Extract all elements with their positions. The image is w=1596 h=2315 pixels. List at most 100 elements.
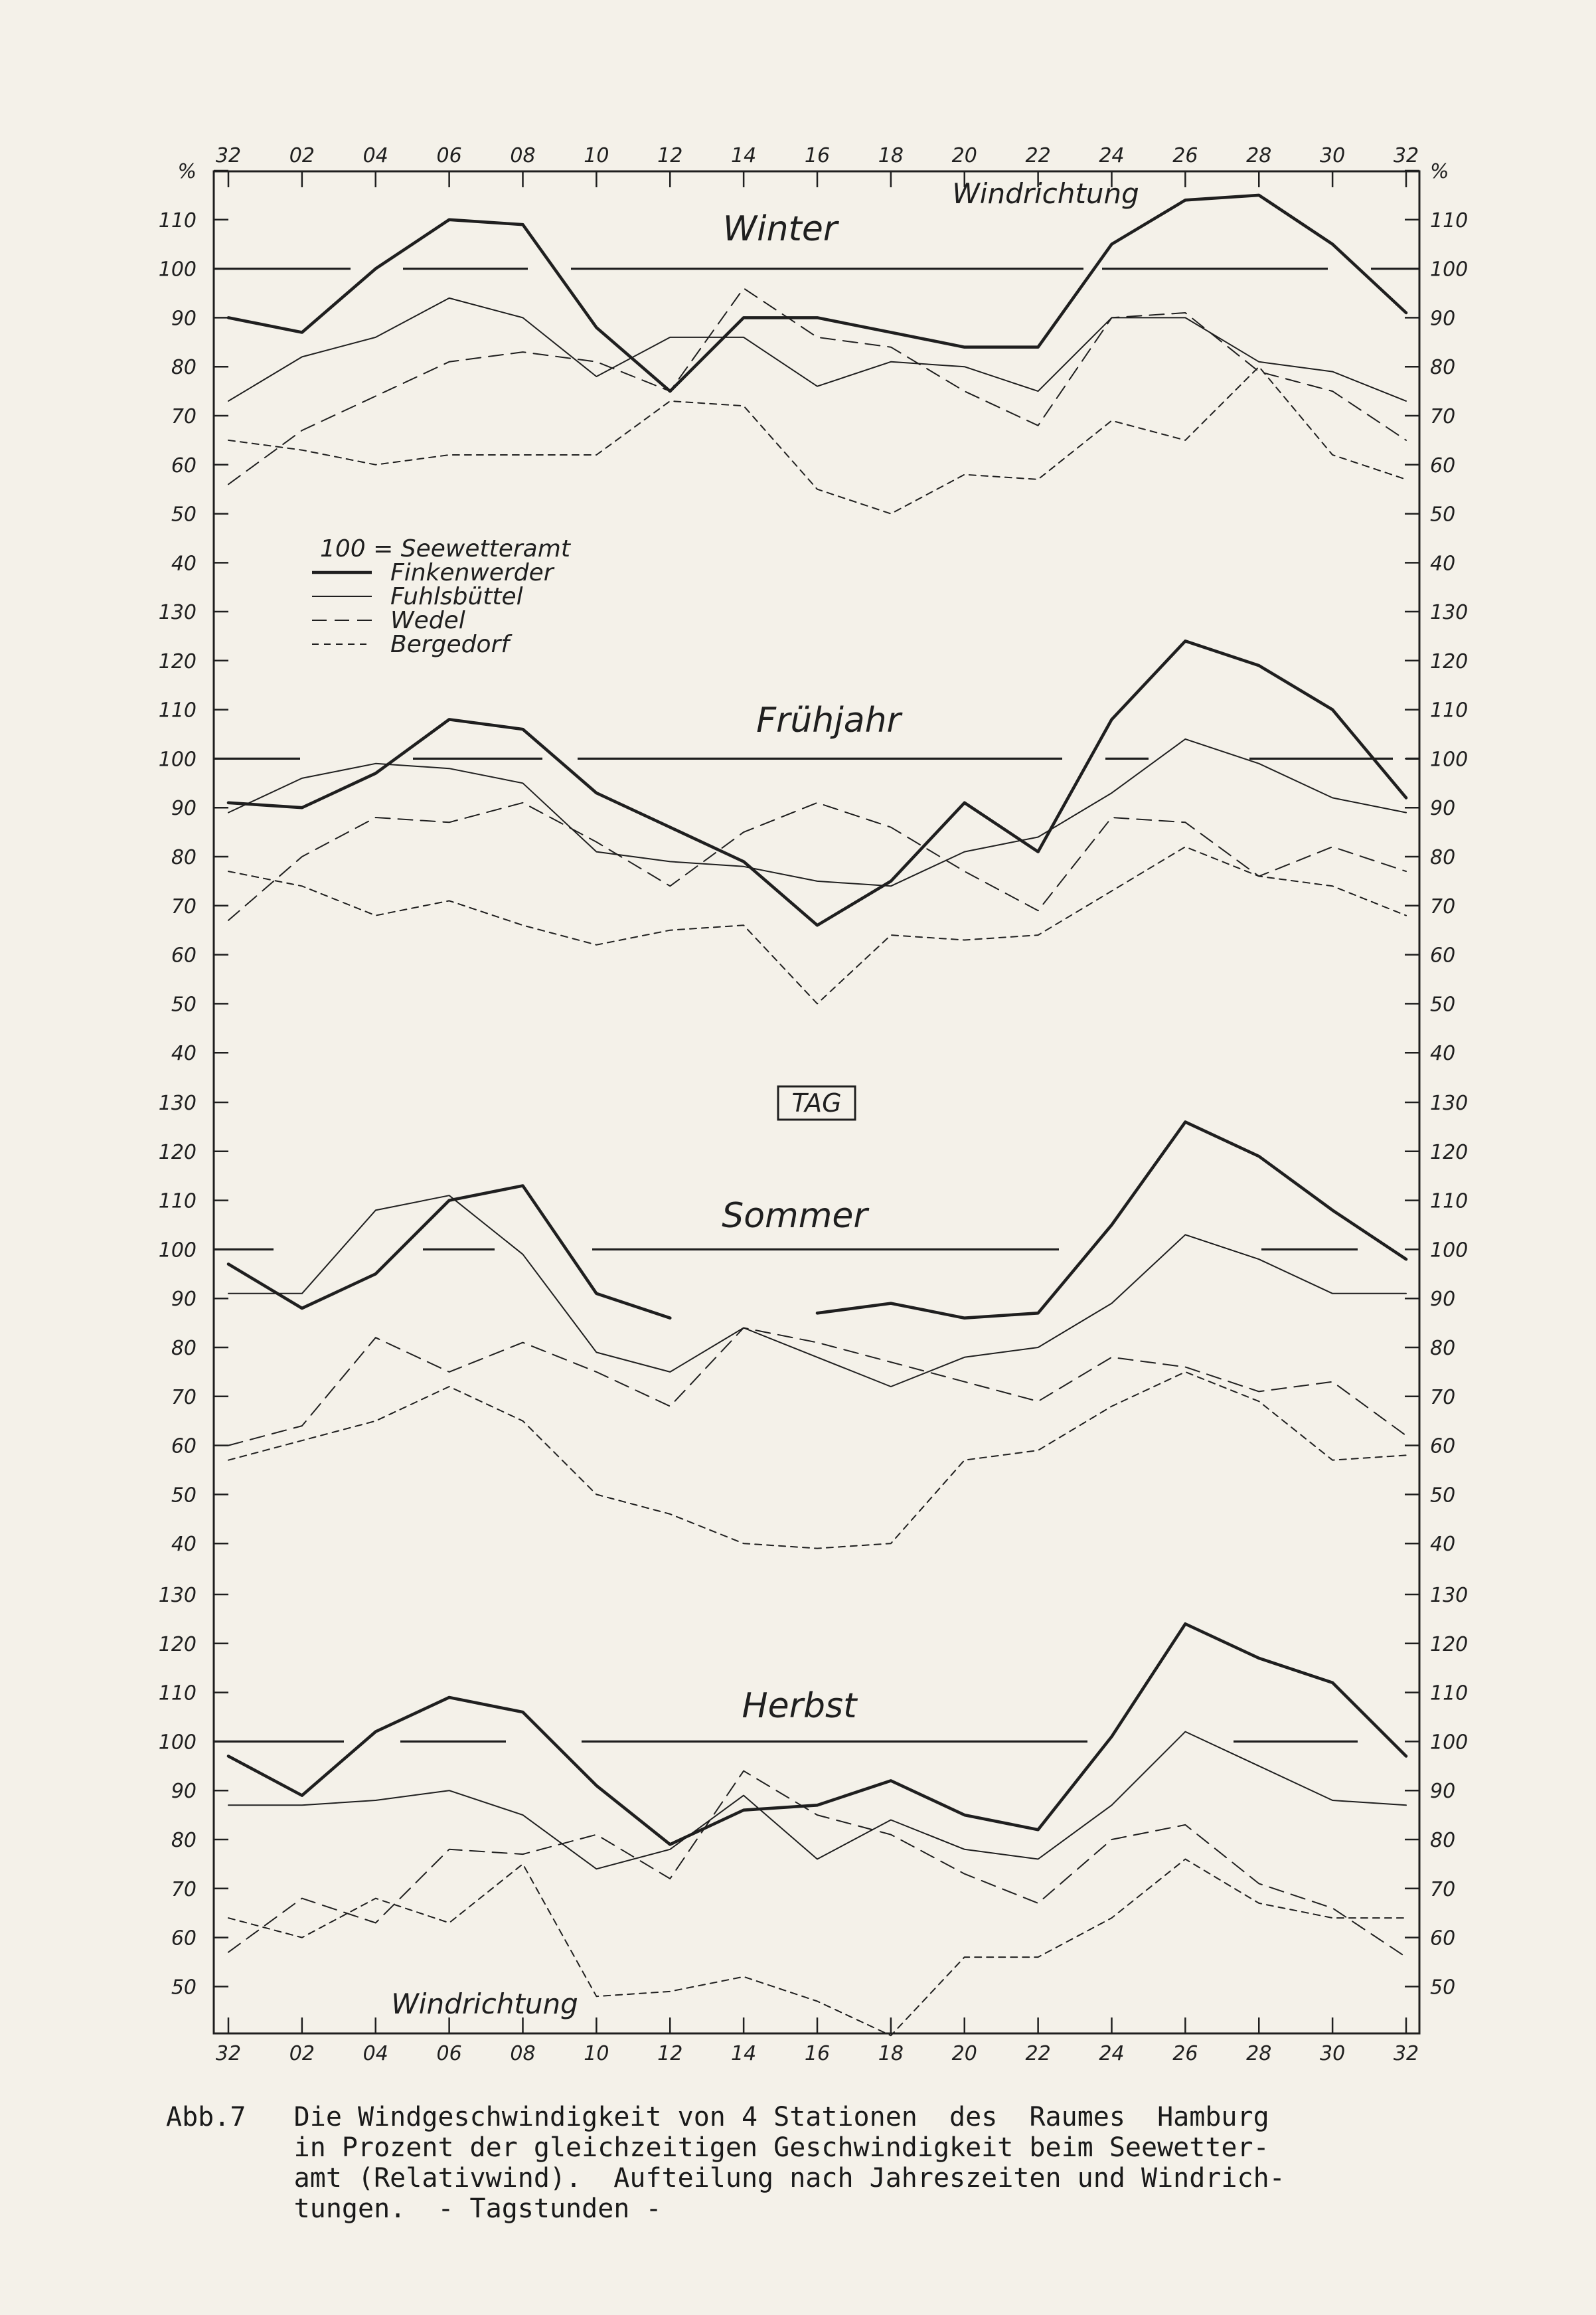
- y-right-tick-label: 40: [1430, 552, 1455, 575]
- y-right-tick-label: 120: [1430, 1633, 1468, 1656]
- y-left-tick-label: 120: [159, 650, 197, 673]
- x-top-axis-title: Windrichtung: [952, 177, 1139, 210]
- series-line-sommer-bergedorf: [228, 1371, 1407, 1549]
- series-line-fruehjahr-bergedorf: [228, 846, 1407, 1005]
- caption-line-1: Die Windgeschwindigkeit von 4 Stationen …: [293, 2102, 1269, 2132]
- x-top-tick-label: 06: [437, 144, 462, 167]
- y-left-tick-label: 90: [171, 797, 197, 820]
- y-left-tick-label: 110: [159, 1190, 197, 1213]
- legend-reference: 100 = Seewetteramt: [320, 535, 572, 562]
- y-right-tick-label: 120: [1430, 650, 1468, 673]
- y-left-tick-label: 60: [171, 944, 197, 968]
- y-right-tick-label: 70: [1430, 1386, 1455, 1409]
- x-bottom-tick-label: 24: [1099, 2042, 1124, 2065]
- x-bottom-tick-label: 28: [1246, 2042, 1271, 2065]
- x-top-tick-label: 02: [289, 144, 315, 167]
- y-right-tick-label: %: [1430, 160, 1449, 183]
- y-right-tick-label: 90: [1430, 1780, 1455, 1803]
- x-bottom-tick-label: 26: [1172, 2042, 1198, 2065]
- reference-lines: [214, 268, 1419, 1743]
- series-line-winter-finkenwerder: [226, 193, 1408, 393]
- x-bottom-tick-label: 06: [437, 2042, 462, 2065]
- series-line-fruehjahr-finkenwerder: [226, 640, 1408, 927]
- legend: 100 = Seewetteramt Finkenwerder Fuhlsbüt…: [312, 535, 572, 658]
- x-bottom-tick-label: 16: [805, 2042, 830, 2065]
- y-left-tick-label: 90: [171, 1780, 197, 1803]
- panel-title-sommer: Sommer: [722, 1196, 870, 1236]
- tag-box-frame: [777, 1085, 856, 1121]
- series-line-sommer-finkenwerder: [226, 1120, 1408, 1320]
- x-bottom-tick-label: 14: [731, 2042, 756, 2065]
- series-lines: [226, 193, 1408, 2037]
- y-left-tick-label: 50: [171, 1484, 197, 1507]
- x-top-tick-label: 20: [952, 144, 977, 167]
- tag-box: TAG: [777, 1085, 856, 1121]
- y-right-tick-label: 80: [1430, 1337, 1455, 1360]
- x-top-tick-label: 14: [731, 144, 756, 167]
- chart-frame: [212, 169, 1421, 2035]
- y-right-tick-label: 90: [1430, 307, 1455, 330]
- y-left-tick-label: 110: [159, 209, 197, 232]
- y-left-tick-label: 90: [171, 307, 197, 330]
- panel-title-fruehjahr: Frühjahr: [756, 701, 903, 740]
- y-left-tick-label: 50: [171, 993, 197, 1016]
- y-right-tick-label: 90: [1430, 1288, 1455, 1311]
- series-line-fruehjahr-wedel: [228, 802, 1407, 921]
- y-left-tick-label: 70: [171, 1386, 197, 1409]
- legend-label-bergedorf: Bergedorf: [390, 631, 513, 658]
- series-line-winter-bergedorf: [228, 366, 1407, 515]
- caption-line-2: in Prozent der gleichzeitigen Geschwindi…: [293, 2132, 1269, 2163]
- y-left-tick-label: 60: [171, 1435, 197, 1458]
- y-left-tick-label: 100: [159, 258, 197, 282]
- y-right-tick-label: 80: [1430, 1829, 1455, 1852]
- y-left-tick-label: 80: [171, 1337, 197, 1360]
- series-line-herbst-fuhlsbuettel: [228, 1731, 1407, 1870]
- y-right-tick-label: 110: [1430, 1190, 1468, 1213]
- y-right-tick-label: 80: [1430, 846, 1455, 869]
- y-left-tick-label: 70: [171, 405, 197, 428]
- series-line-winter-wedel: [228, 288, 1407, 485]
- x-bottom-tick-label: 32: [1394, 2042, 1419, 2065]
- series-line-herbst-finkenwerder: [226, 1622, 1408, 1846]
- y-left-tick-label: 80: [171, 846, 197, 869]
- legend-label-fuhlsbuettel: Fuhlsbüttel: [390, 583, 523, 610]
- y-right-tick-label: 90: [1430, 797, 1455, 820]
- x-top-tick-label: 32: [216, 144, 241, 167]
- x-top-tick-label: 26: [1172, 144, 1198, 167]
- x-bottom-tick-label: 22: [1026, 2042, 1051, 2065]
- y-right-tick-label: 100: [1430, 258, 1468, 282]
- y-right-tick-label: 40: [1430, 1533, 1455, 1556]
- x-top-tick-label: 30: [1320, 144, 1345, 167]
- series-line-herbst-wedel: [228, 1770, 1407, 1958]
- y-right-tick-label: 110: [1430, 1682, 1468, 1705]
- y-left-tick-label: 40: [171, 1042, 197, 1065]
- x-top-tick-label: 28: [1246, 144, 1271, 167]
- x-top-tick-label: 10: [584, 144, 609, 167]
- tag-label: TAG: [791, 1088, 841, 1118]
- y-right-tick-label: 110: [1430, 209, 1468, 232]
- y-left-tick-label: 50: [171, 503, 197, 527]
- x-top-tick-label: 12: [657, 144, 682, 167]
- x-bottom-axis-title: Windrichtung: [391, 1988, 578, 2020]
- y-left-tick-label: 120: [159, 1633, 197, 1656]
- x-bottom-tick-label: 04: [363, 2042, 388, 2065]
- y-left-tick-label: 90: [171, 1288, 197, 1311]
- x-bottom-tick-label: 20: [952, 2042, 977, 2065]
- y-left-tick-label: 70: [171, 1878, 197, 1901]
- y-left-tick-label: 110: [159, 1682, 197, 1705]
- y-right-tick-label: 80: [1430, 356, 1455, 379]
- x-bottom-tick-label: 30: [1320, 2042, 1345, 2065]
- caption-label: Abb.7: [166, 2102, 246, 2132]
- series-line-winter-fuhlsbuettel: [228, 297, 1407, 402]
- y-right-tick-label: 60: [1430, 1927, 1455, 1950]
- x-top-tick-label: 24: [1099, 144, 1124, 167]
- y-left-tick-label: 100: [159, 1731, 197, 1754]
- y-right-tick-label: 60: [1430, 1435, 1455, 1458]
- y-right-tick-label: 130: [1430, 1092, 1468, 1115]
- y-right-tick-label: 100: [1430, 748, 1468, 771]
- y-right-tick-label: 70: [1430, 895, 1455, 918]
- y-right-tick-label: 100: [1430, 1239, 1468, 1262]
- series-line-fruehjahr-fuhlsbuettel: [228, 738, 1407, 887]
- legend-label-finkenwerder: Finkenwerder: [390, 559, 555, 586]
- y-right-tick-label: 70: [1430, 1878, 1455, 1901]
